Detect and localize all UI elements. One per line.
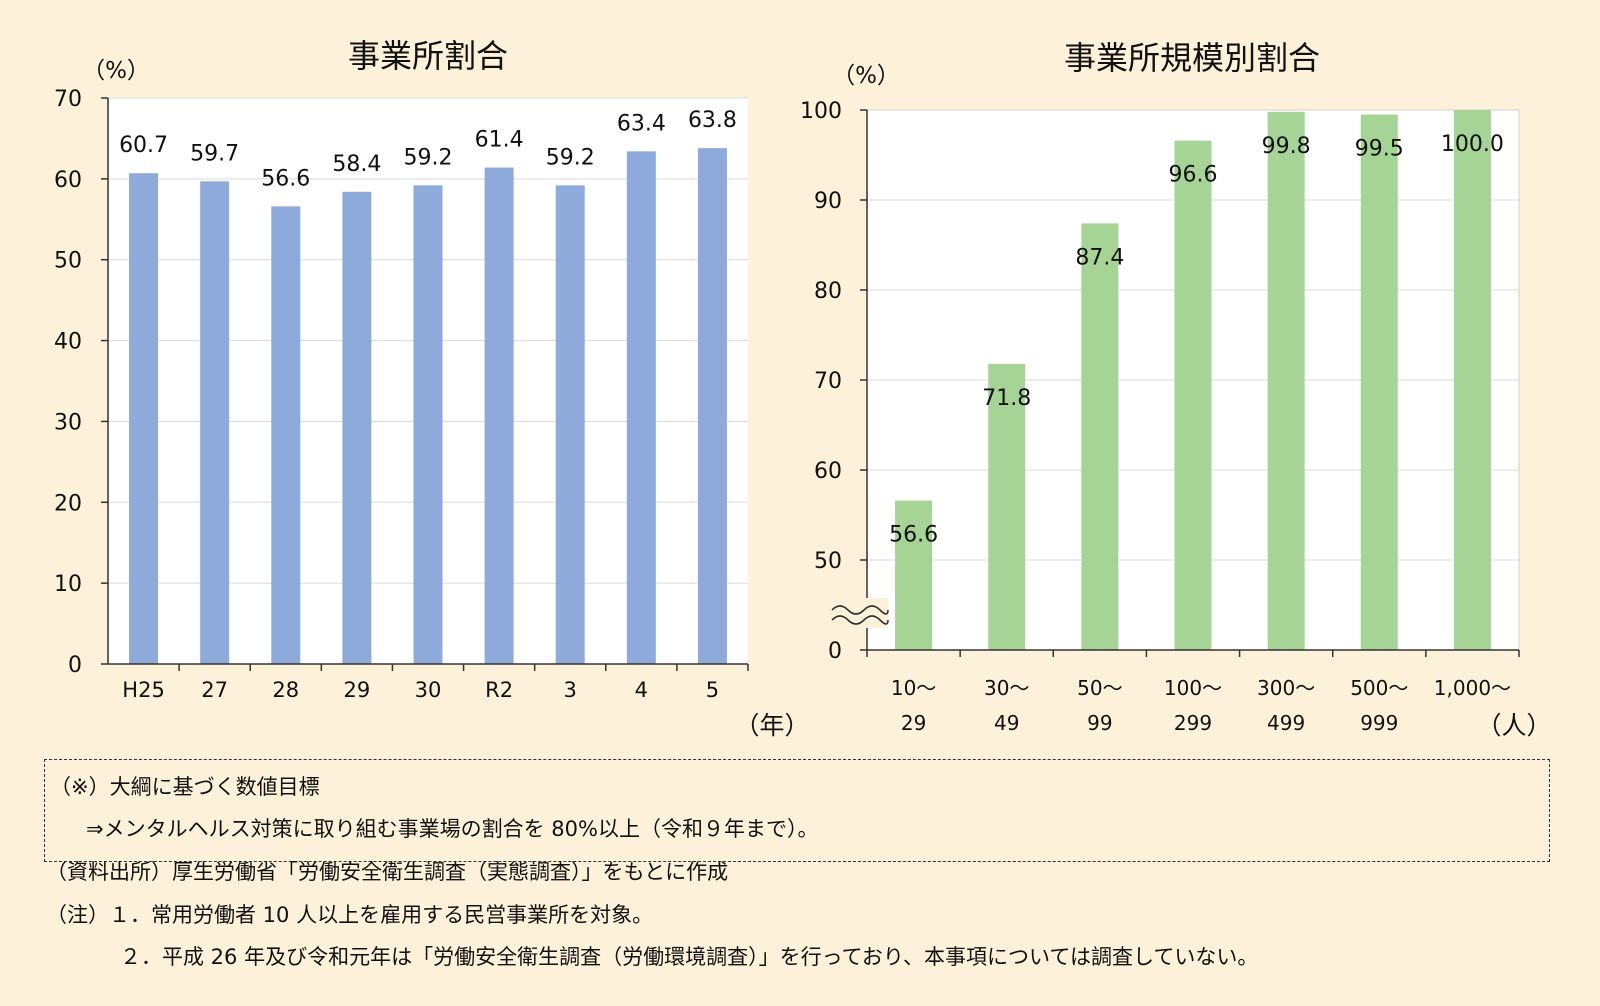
right-x-tick-label: 50～ [1077,676,1122,700]
right-x-tick-label: 100～ [1164,676,1222,700]
right-bar [988,363,1026,650]
note-2: ２．平成 26 年及び令和元年は「労働安全衛生調査（労働環境調査）」を行っており… [120,945,1259,969]
target-text: ⇒メンタルヘルス対策に取り組む事業場の割合を 80%以上（令和９年まで）。 [86,817,819,841]
right-x-tick-label: 500～ [1350,676,1408,700]
right-x-tick-label: 300～ [1257,676,1315,700]
right-data-label: 56.6 [889,523,938,548]
target-title: （※）大綱に基づく数値目標 [50,775,320,799]
target-note-box [44,759,1550,862]
left-bar [555,185,585,664]
right-bar [1453,110,1491,650]
left-x-tick-label: 30 [415,678,442,702]
left-x-axis-label: （年） [734,711,809,740]
left-data-label: 63.4 [617,111,666,136]
right-data-label: 87.4 [1075,245,1124,270]
right-bar [1360,114,1398,650]
left-bar [413,185,443,664]
left-y-tick-label: 70 [54,87,82,112]
right-x-tick-label: 30～ [984,676,1029,700]
right-bar [895,500,933,650]
right-x-axis-label: （人） [1476,711,1551,740]
left-x-tick-label: H25 [122,678,165,702]
left-x-tick-label: R2 [485,678,513,702]
right-x-tick-label: 10～ [891,676,936,700]
right-bar [1081,223,1119,650]
right-x-tick-label: 499 [1267,711,1305,735]
note-1: （注）１．常用労働者 10 人以上を雇用する民営事業所を対象。 [46,903,654,927]
right-y-tick-label: 0 [828,639,842,664]
right-x-tick-label: 49 [994,711,1019,735]
right-x-tick-label: 999 [1360,711,1398,735]
axis-break-mark [831,605,889,615]
left-x-tick-label: 5 [706,678,719,702]
left-bar [342,191,372,664]
left-bar [129,173,159,664]
right-data-label: 99.8 [1262,134,1311,159]
left-bar [271,206,301,664]
charts-svg: 01020304050607060.7H2559.72756.62858.429… [54,37,1552,740]
left-y-axis-label: （%） [82,58,150,84]
left-y-tick-label: 10 [54,572,82,597]
right-x-tick-label: 299 [1174,711,1212,735]
source-note: （資料出所）厚生労働省「労働安全衛生調査（実態調査）」をもとに作成 [46,860,729,884]
left-data-label: 63.8 [688,108,737,133]
right-data-label: 100.0 [1441,132,1504,157]
right-y-tick-label: 70 [814,369,842,394]
right-x-tick-label: 99 [1087,711,1112,735]
right-data-label: 71.8 [982,386,1031,411]
right-data-label: 99.5 [1355,137,1404,162]
left-chart-title: 事業所割合 [348,37,508,75]
left-data-label: 59.2 [546,145,595,170]
left-y-tick-label: 20 [54,491,82,516]
left-x-tick-label: 29 [344,678,371,702]
axis-break-mark [831,615,889,625]
left-y-tick-label: 30 [54,410,82,435]
right-y-tick-label: 90 [814,189,842,214]
left-x-tick-label: 27 [201,678,228,702]
left-x-tick-label: 4 [635,678,648,702]
left-bar [626,151,656,664]
right-y-tick-label: 60 [814,459,842,484]
right-y-tick-label: 80 [814,279,842,304]
left-y-tick-label: 0 [68,653,82,678]
left-bar [697,148,727,665]
right-y-tick-label: 50 [814,549,842,574]
left-y-tick-label: 50 [54,249,82,274]
right-bar [1174,140,1212,650]
right-x-tick-label: 1,000～ [1434,676,1511,700]
right-y-tick-label: 100 [800,99,842,124]
left-bar [200,181,230,665]
left-x-tick-label: 28 [272,678,299,702]
left-data-label: 59.2 [404,145,453,170]
right-data-label: 96.6 [1169,163,1218,188]
left-data-label: 58.4 [332,152,381,177]
left-y-tick-label: 60 [54,168,82,193]
left-data-label: 60.7 [119,133,168,158]
left-data-label: 59.7 [190,141,239,166]
left-bar [484,167,514,664]
left-data-label: 61.4 [475,128,524,153]
left-x-tick-label: 3 [564,678,577,702]
left-y-tick-label: 40 [54,330,82,355]
right-y-axis-label: （%） [832,63,900,89]
right-bar [1267,111,1305,651]
right-x-tick-label: 29 [901,711,926,735]
left-data-label: 56.6 [261,166,310,191]
right-chart-title: 事業所規模別割合 [1064,39,1320,77]
